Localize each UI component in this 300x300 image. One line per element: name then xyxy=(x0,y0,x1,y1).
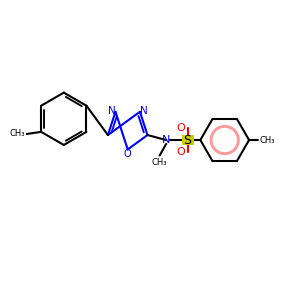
Text: N: N xyxy=(108,106,116,116)
Text: O: O xyxy=(124,148,131,159)
Text: S: S xyxy=(184,134,192,146)
Text: CH₃: CH₃ xyxy=(152,158,167,167)
Text: CH₃: CH₃ xyxy=(260,136,275,145)
Text: N: N xyxy=(140,106,148,116)
Text: N: N xyxy=(162,135,170,145)
Text: O: O xyxy=(176,123,185,133)
Bar xyxy=(182,135,194,145)
Text: CH₃: CH₃ xyxy=(10,130,26,139)
Text: O: O xyxy=(176,147,185,157)
